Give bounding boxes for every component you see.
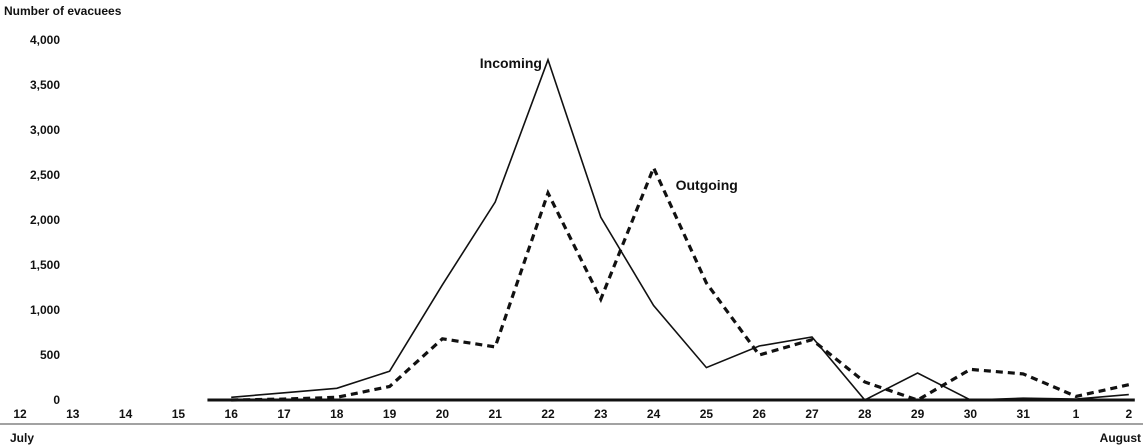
series-line-incoming xyxy=(231,57,1129,402)
x-tick-label: 28 xyxy=(858,407,872,421)
month-label: July xyxy=(10,431,34,445)
x-tick-label: 31 xyxy=(1017,407,1031,421)
y-tick-label: 1,000 xyxy=(30,303,60,317)
x-tick-label: 23 xyxy=(594,407,608,421)
x-tick-label: 2 xyxy=(1125,407,1132,421)
x-tick-label: 21 xyxy=(489,407,503,421)
y-tick-label: 2,000 xyxy=(30,213,60,227)
y-tick-label: 4,000 xyxy=(30,33,60,47)
y-tick-label: 500 xyxy=(40,348,60,362)
month-label: August xyxy=(1100,431,1141,445)
series-label-incoming: Incoming xyxy=(480,55,542,71)
series-line-outgoing xyxy=(231,163,1130,402)
x-tick-label: 13 xyxy=(66,407,80,421)
x-axis-ticks: 12 13 14 15 16 17 18 19 20 21 22 23 24 25 26 27 28 29 30 31… xyxy=(13,407,1132,421)
y-tick-label: 1,500 xyxy=(30,258,60,272)
x-tick-label: 30 xyxy=(964,407,978,421)
x-tick-label: 1 xyxy=(1073,407,1080,421)
x-tick-label: 27 xyxy=(805,407,819,421)
y-tick-label: 2,500 xyxy=(30,168,60,182)
x-tick-label: 19 xyxy=(383,407,397,421)
x-tick-label: 26 xyxy=(753,407,767,421)
series-lines xyxy=(231,57,1130,402)
x-tick-label: 17 xyxy=(277,407,291,421)
x-tick-label: 22 xyxy=(541,407,555,421)
x-tick-label: 16 xyxy=(225,407,239,421)
x-tick-label: 20 xyxy=(436,407,450,421)
y-tick-label: 0 xyxy=(53,393,60,407)
x-tick-label: 24 xyxy=(647,407,661,421)
month-labels: July August xyxy=(10,431,1141,445)
series-labels: Incoming Outgoing xyxy=(480,55,738,193)
y-axis-title: Number of evacuees xyxy=(4,4,122,18)
x-tick-label: 12 xyxy=(13,407,27,421)
y-tick-label: 3,000 xyxy=(30,123,60,137)
series-label-outgoing: Outgoing xyxy=(676,177,738,193)
x-tick-label: 15 xyxy=(172,407,186,421)
x-tick-label: 18 xyxy=(330,407,344,421)
x-tick-label: 29 xyxy=(911,407,925,421)
x-tick-label: 25 xyxy=(700,407,714,421)
x-tick-label: 14 xyxy=(119,407,133,421)
y-tick-label: 3,500 xyxy=(30,78,60,92)
y-axis-ticks: 4,000 3,500 3,000 2,500 2,000 1,500 1,000 500 0 xyxy=(30,33,60,407)
